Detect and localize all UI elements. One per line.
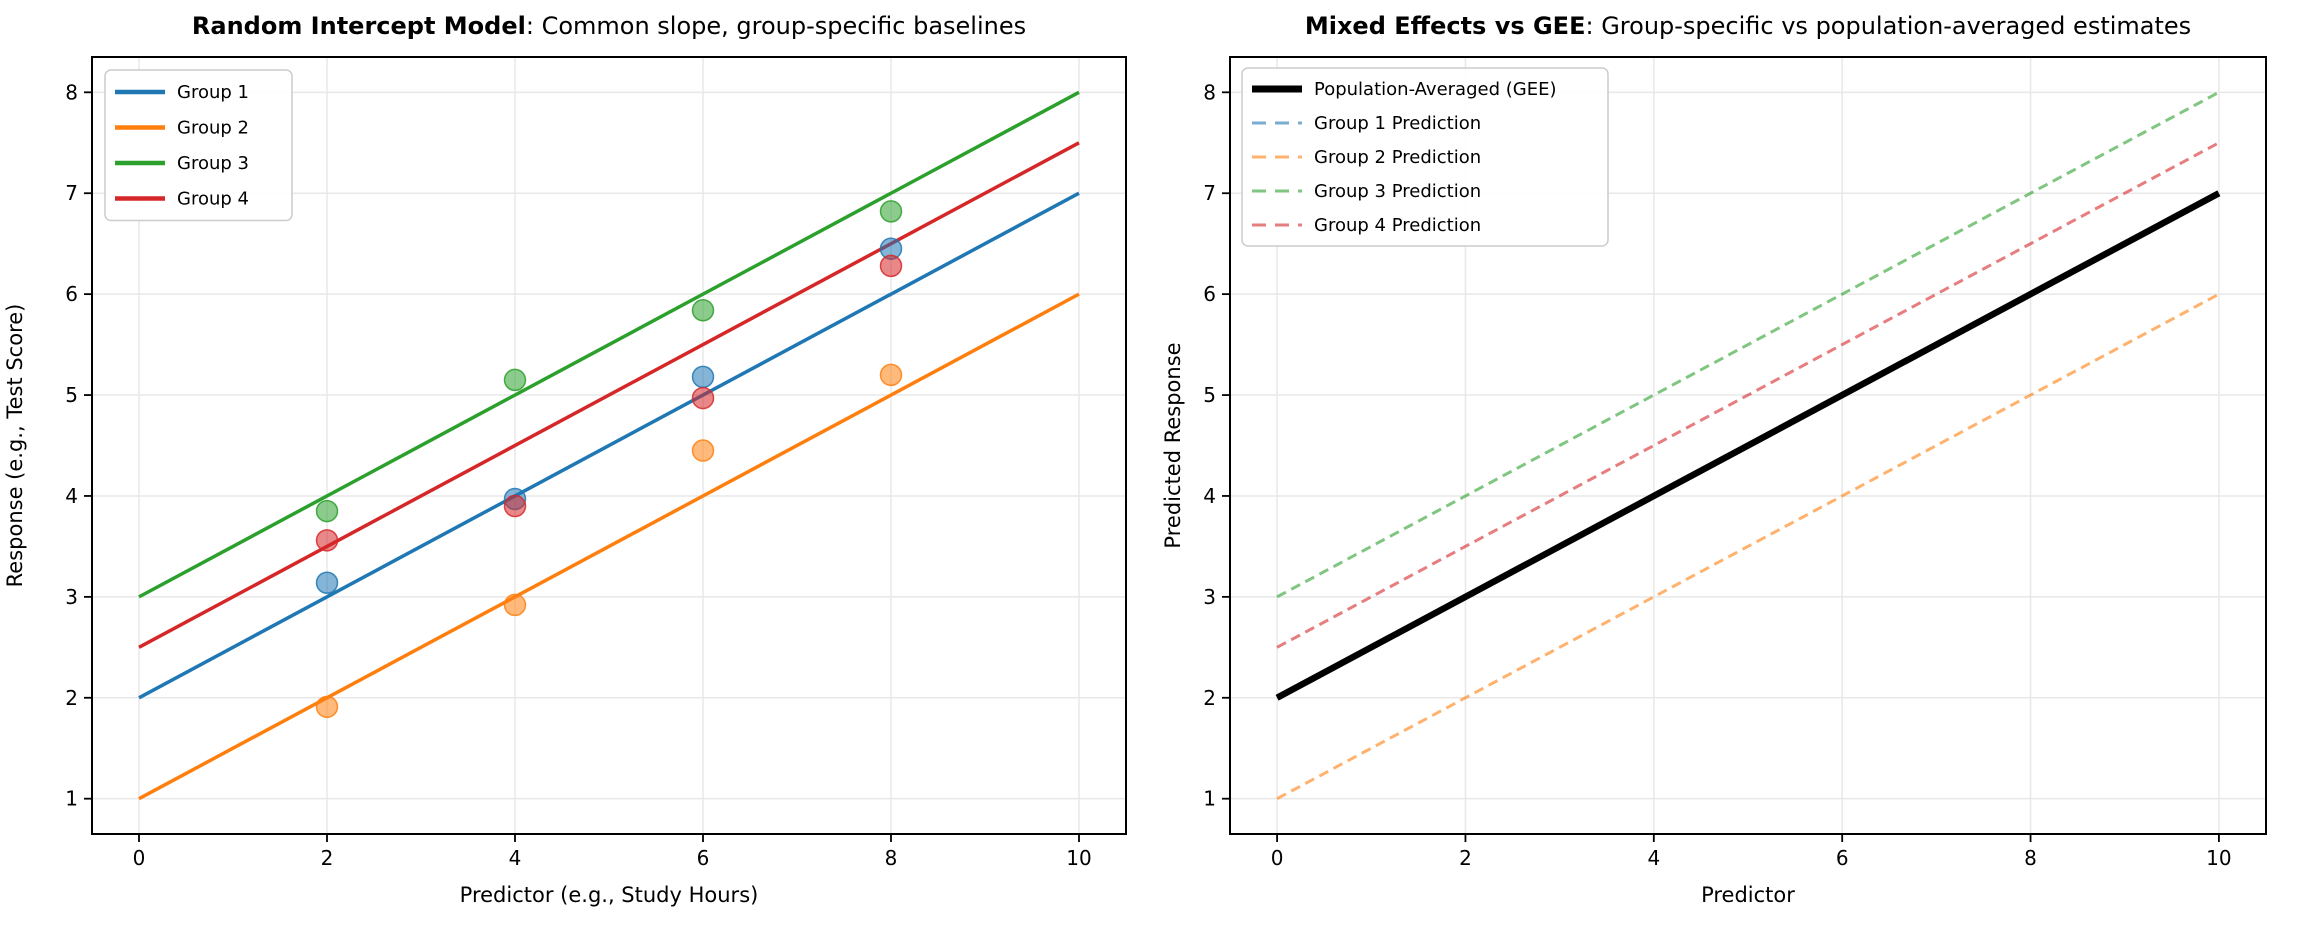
y-tick-label: 1: [1203, 787, 1216, 811]
data-point-group-2: [879, 363, 903, 387]
y-tick-label: 5: [1203, 383, 1216, 407]
x-tick-label: 6: [697, 846, 710, 870]
x-tick-label: 0: [133, 846, 146, 870]
x-tick-label: 4: [1647, 846, 1660, 870]
data-point-group-2: [315, 695, 339, 719]
data-point-group-2: [691, 439, 715, 462]
axes-spines: [1229, 56, 2267, 835]
legend-label: Group 3 Prediction: [1314, 181, 1481, 202]
y-tick-label: 4: [65, 484, 78, 508]
data-point-group-3: [315, 499, 339, 523]
y-tick-label: 8: [1203, 80, 1216, 104]
y-tick-label: 3: [1203, 585, 1216, 609]
x-tick-label: 6: [1836, 846, 1849, 870]
series-line-population-averaged-gee-: [1275, 190, 2221, 701]
chart-title-rest: : Group-specific vs population-averaged …: [1585, 12, 2192, 40]
legend-label: Group 3: [177, 153, 249, 174]
data-point-group-4: [879, 254, 903, 278]
x-tick-label: 10: [1066, 846, 1091, 870]
series-line-group-3: [138, 90, 1080, 599]
data-point-group-1: [315, 571, 339, 594]
y-tick-label: 7: [65, 181, 78, 205]
data-point-group-1: [691, 365, 715, 389]
legend-label: Group 1 Prediction: [1314, 113, 1481, 134]
chart-mixed-vs-gee: Mixed Effects vs GEE: Group-specific vs …: [1160, 0, 2309, 936]
series-line-group-3-prediction: [1276, 90, 2220, 599]
x-axis-label: Predictor: [1701, 883, 1795, 907]
y-tick-label: 6: [1203, 282, 1216, 306]
y-tick-label: 2: [1203, 686, 1216, 710]
data-point-group-3: [691, 299, 715, 322]
x-tick-label: 4: [509, 846, 522, 870]
series-line-group-2: [138, 292, 1080, 801]
y-tick-label: 4: [1203, 484, 1216, 508]
y-tick-label: 2: [65, 686, 78, 710]
y-tick-label: 8: [65, 80, 78, 104]
y-tick-label: 6: [65, 282, 78, 306]
chart-title-rest: : Common slope, group-specific baselines: [525, 12, 1027, 40]
legend-box: [104, 69, 293, 222]
y-axis-label: Response (e.g., Test Score): [3, 304, 27, 588]
legend-label: Group 2: [177, 118, 249, 139]
data-point-group-4: [315, 529, 339, 552]
chart-title: Random Intercept Model: Common slope, gr…: [192, 12, 1026, 40]
data-point-group-2: [503, 593, 527, 617]
legend-label: Population-Averaged (GEE): [1314, 79, 1556, 100]
y-tick-label: 3: [65, 585, 78, 609]
x-tick-label: 8: [885, 846, 898, 870]
legend: Group 1 Group 2 Group 3 Group 4: [104, 69, 293, 222]
y-tick-label: 7: [1203, 181, 1216, 205]
x-axis-label: Predictor (e.g., Study Hours): [460, 883, 759, 907]
y-tick-label: 5: [65, 383, 78, 407]
x-tick-label: 8: [2024, 846, 2037, 870]
x-tick-label: 2: [1459, 846, 1472, 870]
data-point-group-3: [879, 200, 903, 223]
series-line-group-4-prediction: [1276, 141, 2220, 649]
legend-box: [1241, 67, 1609, 247]
data-point-group-3: [503, 368, 527, 392]
legend-label: Group 4 Prediction: [1314, 215, 1481, 236]
y-axis-label: Predicted Response: [1161, 342, 1185, 548]
data-point-group-4: [691, 386, 715, 410]
legend-label: Group 2 Prediction: [1314, 147, 1481, 168]
legend: Population-Averaged (GEE) Group 1 Predict…: [1241, 67, 1609, 247]
legend-label: Group 4: [177, 189, 249, 210]
series-line-group-2-prediction: [1276, 292, 2220, 801]
legend-label: Group 1: [177, 82, 249, 103]
chart-title-bold: Mixed Effects vs GEE: [1304, 12, 1586, 40]
x-tick-label: 0: [1271, 846, 1284, 870]
x-tick-label: 10: [2206, 846, 2231, 870]
chart-title: Mixed Effects vs GEE: Group-specific vs …: [1305, 12, 2191, 40]
x-tick-label: 2: [321, 846, 334, 870]
data-point-group-4: [503, 494, 527, 518]
chart-random-intercept: Random Intercept Model: Common slope, gr…: [3, 12, 1127, 907]
y-tick-label: 1: [65, 787, 78, 811]
chart-title-bold: Random Intercept Model: [191, 12, 526, 40]
axes-spines: [91, 56, 1127, 835]
series-line-group-1: [138, 191, 1080, 700]
series-line-group-4: [138, 141, 1080, 649]
